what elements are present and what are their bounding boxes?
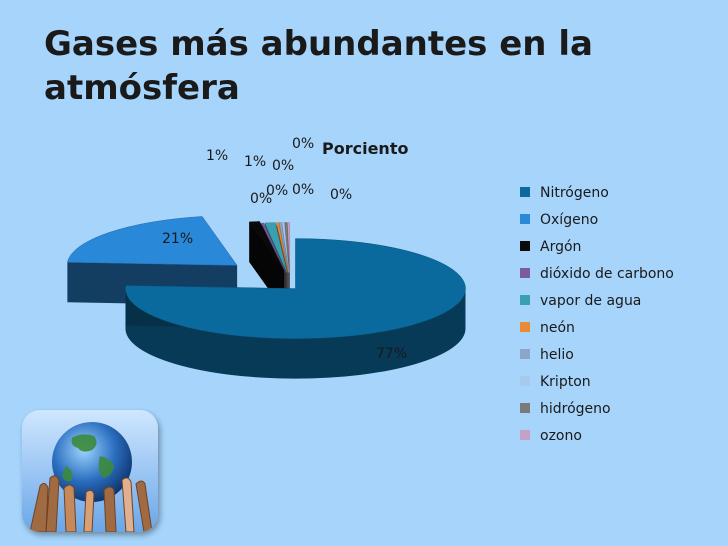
data-label: 0% — [330, 187, 352, 203]
data-label: 0% — [292, 136, 314, 152]
legend-swatch — [520, 241, 530, 251]
data-label: 21% — [162, 231, 193, 247]
legend-label: hidrógeno — [540, 401, 611, 417]
data-label: 0% — [266, 183, 288, 199]
legend-label: neón — [540, 320, 575, 336]
legend-swatch — [520, 403, 530, 413]
pie-slices — [67, 216, 466, 379]
legend-label: vapor de agua — [540, 293, 641, 309]
legend-swatch — [520, 430, 530, 440]
legend-label: dióxido de carbono — [540, 266, 674, 282]
globe-hands-image — [22, 410, 158, 532]
slide-title: Gases más abundantes en la atmósfera — [44, 24, 593, 108]
data-label: 0% — [292, 182, 314, 198]
data-label: 1% — [206, 148, 228, 164]
legend: Nitrógeno Oxígeno Argón dióxido de carbono v… — [520, 185, 674, 444]
chart-title: Porciento — [322, 139, 408, 158]
data-label: 77% — [376, 346, 407, 362]
legend-swatch — [520, 295, 530, 305]
data-label: 0% — [272, 158, 294, 174]
data-label: 1% — [244, 154, 266, 170]
legend-label: Nitrógeno — [540, 185, 609, 201]
legend-swatch — [520, 376, 530, 386]
legend-swatch — [520, 349, 530, 359]
legend-swatch — [520, 214, 530, 224]
legend-swatch — [520, 268, 530, 278]
globe-icon — [29, 422, 153, 532]
pie-slice — [67, 216, 238, 306]
legend-label: helio — [540, 347, 574, 363]
data-labels: 77%21%1%0%1% 0%0% 0%0%0% — [162, 136, 407, 362]
legend-label: Kripton — [540, 374, 591, 390]
legend-swatch — [520, 322, 530, 332]
data-label: 0% — [250, 191, 272, 207]
pie-slice — [125, 238, 466, 379]
legend-label: Oxígeno — [540, 212, 598, 228]
legend-swatch — [520, 187, 530, 197]
legend-label: Argón — [540, 239, 581, 255]
legend-label: ozono — [540, 428, 582, 444]
